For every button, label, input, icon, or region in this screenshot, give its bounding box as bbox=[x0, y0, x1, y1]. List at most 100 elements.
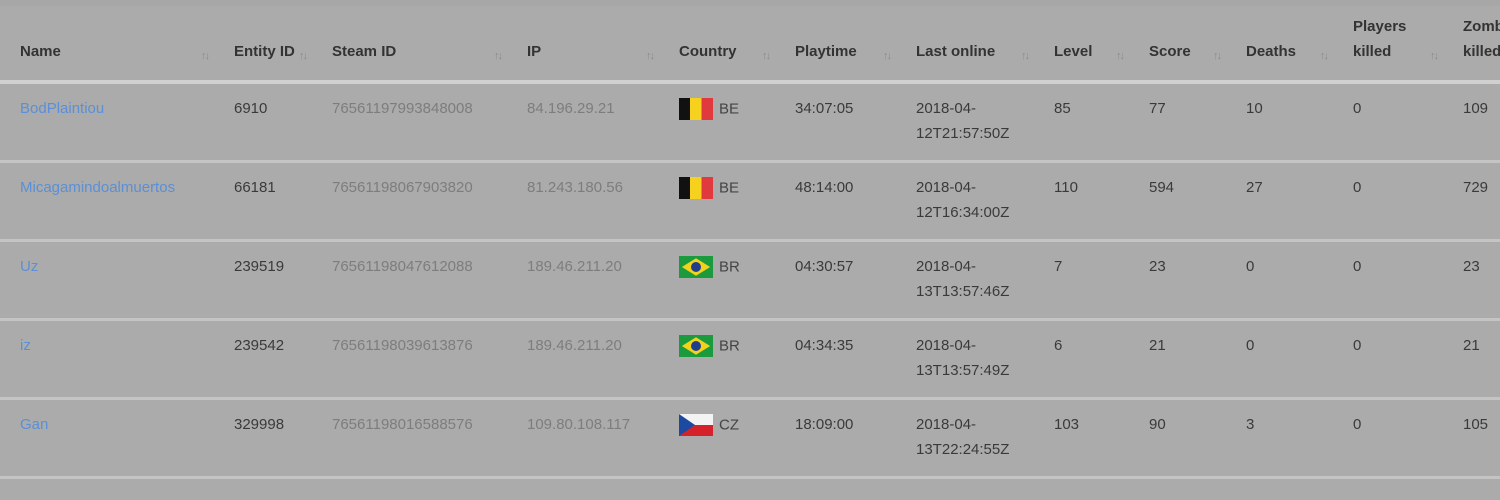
cell-value: 18:09:00 bbox=[795, 416, 854, 433]
cell-name[interactable]: Micagamindoalmuertos bbox=[0, 161, 222, 242]
player-name-link[interactable]: iz bbox=[20, 337, 31, 354]
cell-value: 2018-04-13T13:57:49Z bbox=[916, 337, 1010, 379]
country-code: BR bbox=[719, 337, 740, 355]
cell-value: 7 bbox=[1054, 258, 1063, 275]
cell-value: 21 bbox=[1149, 337, 1166, 354]
column-header-name[interactable]: Name ↑↓ bbox=[0, 6, 222, 84]
cell-value: 0 bbox=[1246, 337, 1255, 354]
column-header-zombies-killed[interactable]: Zombies killed↑↓ bbox=[1451, 6, 1500, 84]
cell-zombies-killed: 105 bbox=[1451, 398, 1500, 479]
cell-ip: 109.80.108.117 bbox=[515, 398, 667, 479]
cell-name[interactable]: Gan bbox=[0, 398, 222, 479]
cell-value: 103 bbox=[1054, 416, 1080, 433]
sort-arrows-icon[interactable]: ↑↓ bbox=[1213, 50, 1222, 62]
cell-value: 0 bbox=[1353, 258, 1362, 275]
cell-last-online: 2018-04-13T13:57:49Z bbox=[904, 319, 1042, 400]
cell-name[interactable]: Uz bbox=[0, 240, 222, 321]
cell-steam-id: 76561197993848008 bbox=[320, 82, 515, 163]
table-header: Name ↑↓ Entity ID ↑↓ Steam ID ↑↓ IP ↑↓ Country ↑↓… bbox=[0, 6, 1500, 84]
cell-value: 23 bbox=[1463, 258, 1480, 275]
cell-value: 2018-04-12T16:34:00Z bbox=[916, 179, 1010, 221]
sort-arrows-icon[interactable]: ↑↓ bbox=[201, 50, 210, 62]
cell-level: 7 bbox=[1042, 240, 1137, 321]
column-header-label: Level bbox=[1054, 43, 1093, 60]
column-header-label: IP bbox=[527, 43, 542, 60]
cell-value: 0 bbox=[1353, 416, 1362, 433]
column-header-last-online[interactable]: Last online ↑↓ bbox=[904, 6, 1042, 84]
cell-players-killed: 0 bbox=[1341, 319, 1451, 400]
cell-name[interactable]: iz bbox=[0, 319, 222, 400]
flag-be-icon bbox=[679, 98, 713, 121]
player-name-link[interactable]: Gan bbox=[20, 416, 49, 433]
cell-level: 110 bbox=[1042, 161, 1137, 242]
player-name-link[interactable]: Uz bbox=[20, 258, 39, 275]
column-header-ip[interactable]: IP ↑↓ bbox=[515, 6, 667, 84]
cell-value: 04:30:57 bbox=[795, 258, 854, 275]
table-row: Micagamindoalmuertos 66181 765611980679038… bbox=[0, 161, 1500, 242]
cell-steam-id: 76561198047612088 bbox=[320, 240, 515, 321]
column-header-score[interactable]: Score ↑↓ bbox=[1137, 6, 1234, 84]
column-header-label: Entity ID bbox=[234, 43, 295, 60]
cell-steam-id: 76561198016588576 bbox=[320, 398, 515, 479]
cell-value: 0 bbox=[1353, 100, 1362, 117]
cell-country: BR bbox=[667, 319, 783, 400]
sort-arrows-icon[interactable]: ↑↓ bbox=[646, 50, 655, 62]
cell-name[interactable]: BodPlaintiou bbox=[0, 82, 222, 163]
cell-entity-id: 66181 bbox=[222, 161, 320, 242]
sort-arrows-icon[interactable]: ↑↓ bbox=[1320, 50, 1329, 62]
table-row: Uz 239519 76561198047612088 189.46.211.20 BR… bbox=[0, 240, 1500, 321]
cell-value: 34:07:05 bbox=[795, 100, 854, 117]
column-header-label: Country bbox=[679, 43, 737, 60]
cell-playtime: 48:14:00 bbox=[783, 161, 904, 242]
cell-last-online: 2018-04-13T22:24:55Z bbox=[904, 398, 1042, 479]
cell-value: 48:14:00 bbox=[795, 179, 854, 196]
cell-value: 81.243.180.56 bbox=[527, 179, 623, 196]
cell-value: 2018-04-12T21:57:50Z bbox=[916, 100, 1010, 142]
table-row: BodPlaintiou 6910 76561197993848008 84.196.… bbox=[0, 82, 1500, 163]
cell-players-killed: 0 bbox=[1341, 398, 1451, 479]
sort-arrows-icon[interactable]: ↑↓ bbox=[494, 50, 503, 62]
cell-country: CZ bbox=[667, 398, 783, 479]
cell-last-online: 2018-04-13T13:57:46Z bbox=[904, 240, 1042, 321]
cell-value: 0 bbox=[1246, 258, 1255, 275]
cell-deaths: 3 bbox=[1234, 398, 1341, 479]
cell-value: 23 bbox=[1149, 258, 1166, 275]
cell-deaths: 10 bbox=[1234, 82, 1341, 163]
flag-br-icon bbox=[679, 256, 713, 279]
sort-arrows-icon[interactable]: ↑↓ bbox=[762, 50, 771, 62]
cell-value: 76561198039613876 bbox=[332, 337, 473, 354]
cell-value: 76561197993848008 bbox=[332, 100, 473, 117]
top-strip bbox=[0, 0, 1500, 6]
column-header-steam-id[interactable]: Steam ID ↑↓ bbox=[320, 6, 515, 84]
sort-arrows-icon[interactable]: ↑↓ bbox=[1430, 50, 1439, 62]
cell-value: 189.46.211.20 bbox=[527, 337, 622, 354]
column-header-playtime[interactable]: Playtime ↑↓ bbox=[783, 6, 904, 84]
cell-entity-id: 329998 bbox=[222, 398, 320, 479]
column-header-players-killed[interactable]: Players killed ↑↓ bbox=[1341, 6, 1451, 84]
column-header-deaths[interactable]: Deaths ↑↓ bbox=[1234, 6, 1341, 84]
cell-value: 110 bbox=[1054, 179, 1078, 196]
cell-steam-id: 76561198039613876 bbox=[320, 319, 515, 400]
column-header-label: Zombies killed bbox=[1463, 18, 1500, 60]
sort-arrows-icon[interactable]: ↑↓ bbox=[1116, 50, 1125, 62]
country-code: BR bbox=[719, 258, 740, 276]
cell-value: 2018-04-13T13:57:46Z bbox=[916, 258, 1010, 300]
cell-value: 77 bbox=[1149, 100, 1166, 117]
column-header-label: Deaths bbox=[1246, 43, 1297, 60]
column-header-country[interactable]: Country ↑↓ bbox=[667, 6, 783, 84]
sort-arrows-icon[interactable]: ↑↓ bbox=[299, 50, 308, 62]
cell-value: 04:34:35 bbox=[795, 337, 854, 354]
cell-value: 239519 bbox=[234, 258, 285, 275]
sort-arrows-icon[interactable]: ↑↓ bbox=[1021, 50, 1030, 62]
flag-be-icon bbox=[679, 177, 713, 200]
cell-ip: 81.243.180.56 bbox=[515, 161, 667, 242]
cell-ip: 84.196.29.21 bbox=[515, 82, 667, 163]
country-code: CZ bbox=[719, 416, 739, 434]
player-name-link[interactable]: BodPlaintiou bbox=[20, 100, 105, 117]
column-header-entity-id[interactable]: Entity ID ↑↓ bbox=[222, 6, 320, 84]
flag-cz-icon bbox=[679, 414, 713, 437]
player-name-link[interactable]: Micagamindoalmuertos bbox=[20, 179, 176, 196]
column-header-level[interactable]: Level ↑↓ bbox=[1042, 6, 1137, 84]
sort-arrows-icon[interactable]: ↑↓ bbox=[883, 50, 892, 62]
